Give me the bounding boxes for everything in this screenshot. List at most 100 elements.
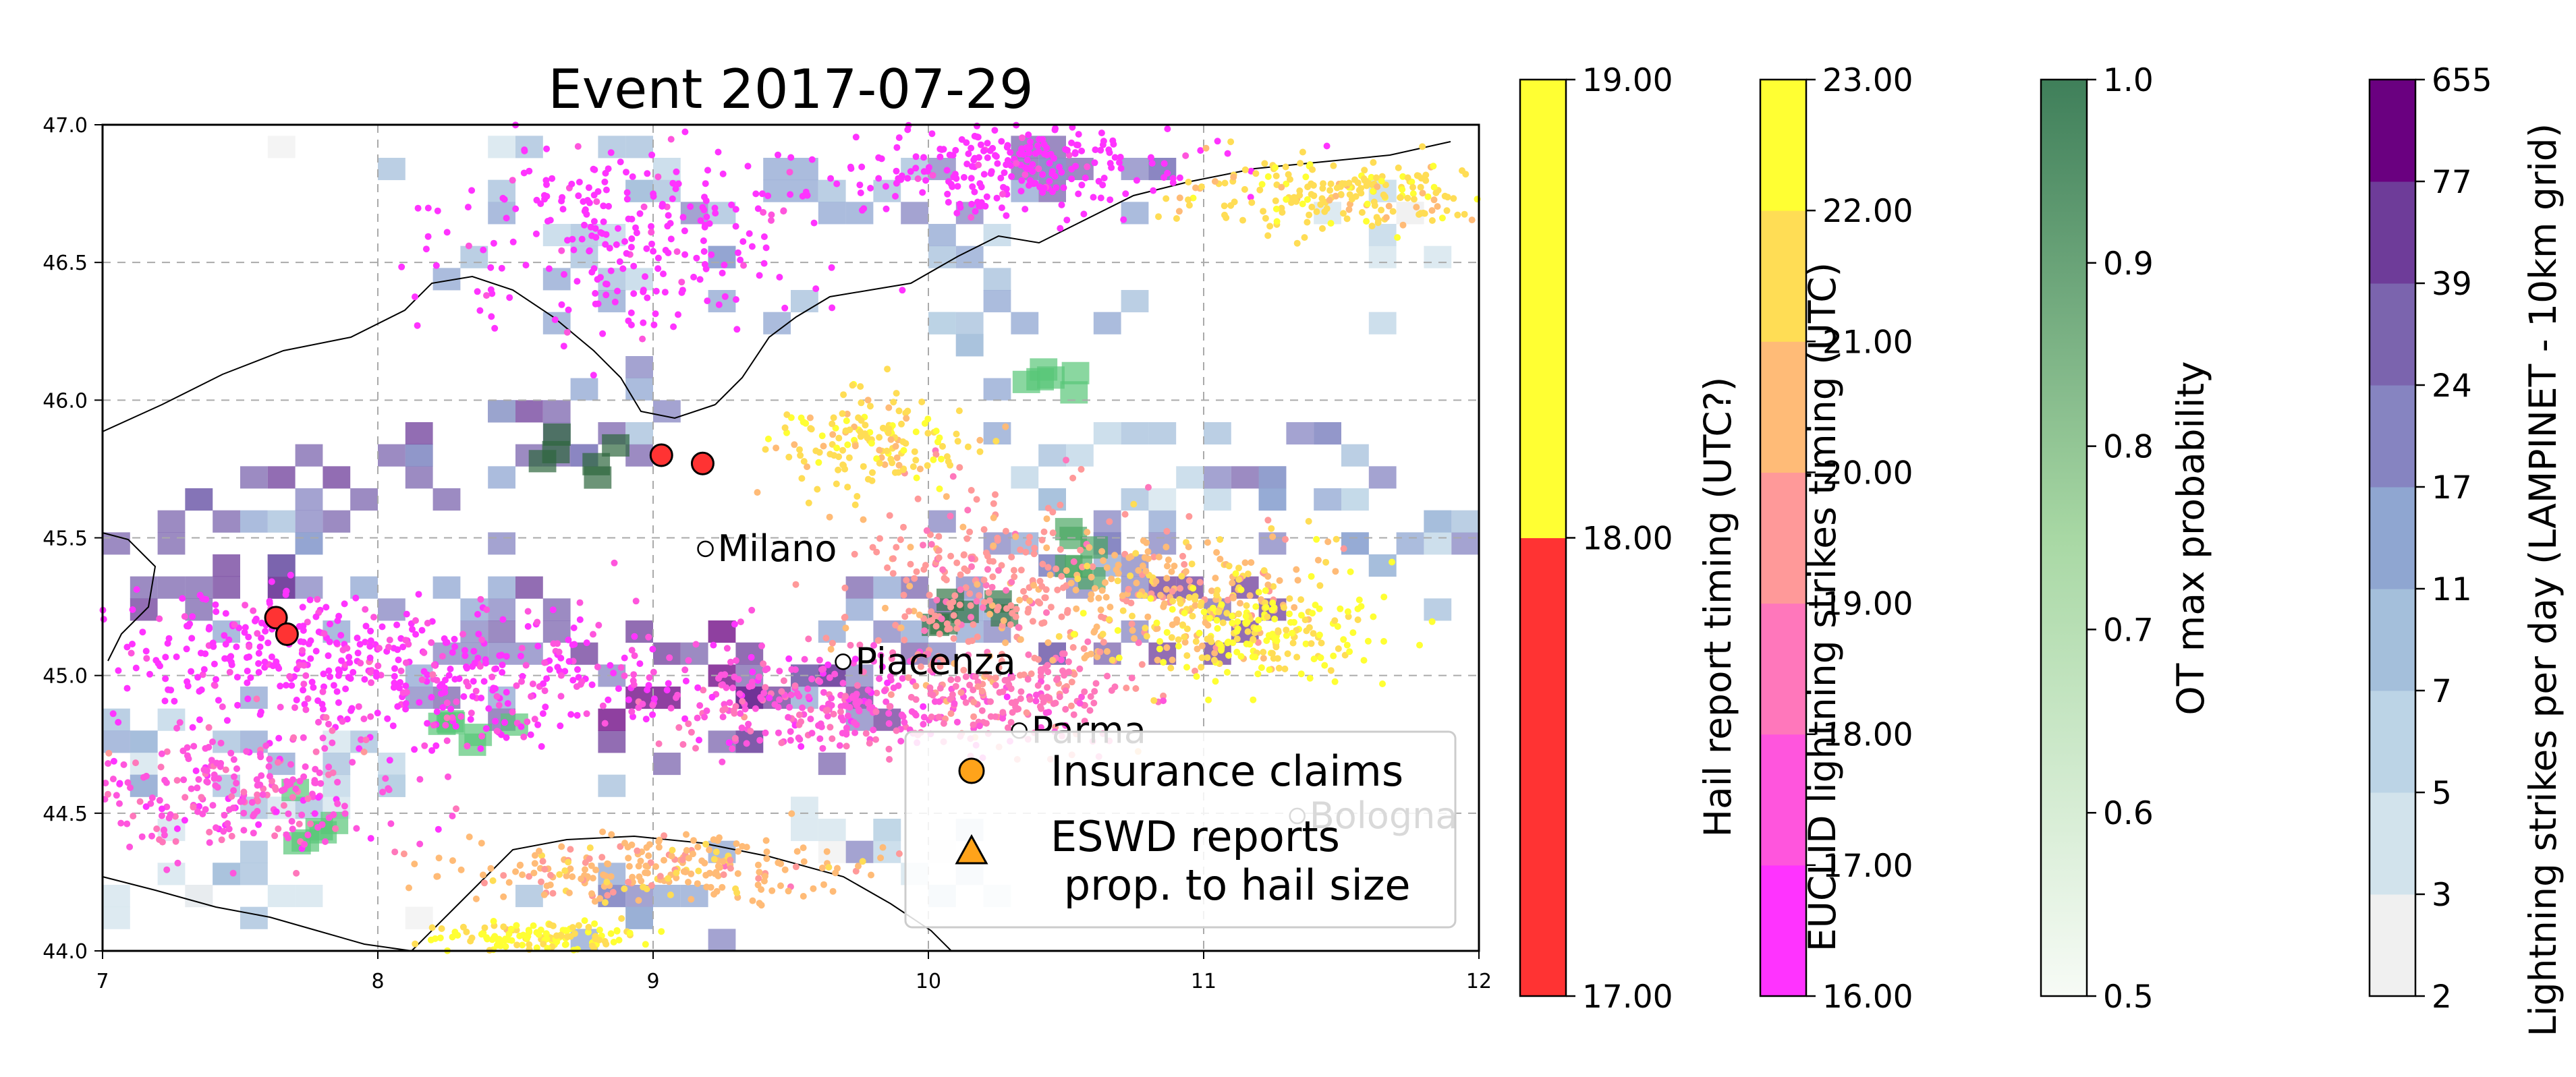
lightning-strike xyxy=(109,776,117,783)
lightning-strike xyxy=(682,677,690,685)
lightning-strike xyxy=(445,773,451,780)
density-cell xyxy=(488,620,515,643)
lightning-strike xyxy=(1055,633,1063,640)
lightning-strike xyxy=(132,759,139,767)
lightning-strike xyxy=(1047,604,1055,611)
lightning-strike xyxy=(243,748,250,755)
density-cell xyxy=(488,532,515,555)
lightning-strike xyxy=(442,676,449,684)
lightning-strike xyxy=(1065,658,1072,666)
lightning-strike xyxy=(459,631,467,638)
colorbar-segment xyxy=(2370,80,2415,182)
lightning-strike xyxy=(968,637,976,645)
lightning-strike xyxy=(1130,500,1138,508)
lightning-strike xyxy=(1198,599,1205,606)
lightning-strike xyxy=(1242,612,1250,620)
lightning-strike xyxy=(176,719,184,726)
lightning-strike xyxy=(994,160,1001,167)
lightning-strike xyxy=(424,204,432,212)
density-cell xyxy=(763,158,791,181)
lightning-strike xyxy=(472,895,480,902)
lightning-strike xyxy=(786,703,793,711)
lightning-strike xyxy=(540,941,547,948)
lightning-strike xyxy=(198,794,205,801)
lightning-strike xyxy=(138,833,146,840)
density-cell xyxy=(1314,488,1341,511)
density-cell xyxy=(213,730,240,753)
lightning-strike xyxy=(367,835,374,842)
lightning-strike xyxy=(447,666,454,672)
lightning-strike xyxy=(124,779,132,786)
lightning-strike xyxy=(574,143,582,150)
lightning-strike xyxy=(1360,657,1368,664)
lightning-strike xyxy=(654,254,662,262)
lightning-strike xyxy=(1206,614,1214,622)
lightning-strike xyxy=(617,158,624,166)
lightning-strike xyxy=(402,682,410,689)
lightning-strike xyxy=(1419,143,1426,150)
lightning-strike xyxy=(1077,465,1085,473)
lightning-strike xyxy=(519,941,526,949)
lightning-strike xyxy=(120,761,128,768)
lightning-strike xyxy=(864,687,872,694)
lightning-strike xyxy=(312,613,320,620)
lightning-strike xyxy=(531,860,538,867)
lightning-strike xyxy=(957,571,964,579)
lightning-strike xyxy=(1241,185,1248,193)
lightning-strike xyxy=(130,813,137,820)
lightning-strike xyxy=(1444,194,1451,201)
lightning-strike xyxy=(650,248,657,255)
lightning-strike xyxy=(860,463,867,470)
lightning-strike xyxy=(760,208,767,216)
x-tick-label: 9 xyxy=(646,970,659,993)
lightning-strike xyxy=(971,188,978,196)
lightning-strike xyxy=(980,526,988,533)
lightning-strike xyxy=(158,812,165,819)
lightning-strike xyxy=(1049,529,1057,537)
lightning-strike xyxy=(850,719,858,726)
lightning-strike xyxy=(740,262,747,269)
lightning-strike xyxy=(1344,608,1351,615)
lightning-strike xyxy=(1217,647,1225,654)
density-cell xyxy=(1424,532,1452,555)
lightning-strike xyxy=(213,824,219,832)
lightning-strike xyxy=(605,202,612,210)
lightning-strike xyxy=(370,614,377,621)
lightning-strike xyxy=(899,287,906,294)
lightning-strike xyxy=(1035,656,1042,663)
lightning-strike xyxy=(411,861,418,868)
lightning-strike xyxy=(878,663,886,670)
lightning-strike xyxy=(412,631,420,638)
lightning-strike xyxy=(367,627,374,635)
lightning-strike xyxy=(764,665,771,672)
lightning-strike xyxy=(432,742,440,749)
lightning-strike xyxy=(464,664,470,672)
lightning-strike xyxy=(1283,632,1290,639)
lightning-strike xyxy=(1010,566,1017,574)
lightning-strike xyxy=(648,223,654,230)
lightning-strike xyxy=(414,204,422,212)
lightning-strike xyxy=(161,776,169,784)
lightning-strike xyxy=(960,552,968,559)
lightning-strike xyxy=(645,852,652,859)
lightning-strike xyxy=(546,666,553,673)
lightning-strike xyxy=(911,448,918,455)
lightning-strike xyxy=(526,928,533,935)
density-cell xyxy=(653,400,681,423)
lightning-strike xyxy=(1117,154,1124,161)
lightning-strike xyxy=(834,865,841,872)
lightning-strike xyxy=(1227,202,1235,209)
lightning-strike xyxy=(978,687,986,695)
lightning-strike xyxy=(564,237,571,244)
lightning-strike xyxy=(420,649,428,656)
lightning-strike xyxy=(998,204,1005,212)
lightning-strike xyxy=(1178,573,1185,580)
lightning-strike xyxy=(829,735,836,743)
lightning-strike xyxy=(325,652,332,660)
lightning-strike xyxy=(1087,693,1094,700)
lightning-strike xyxy=(656,873,664,880)
lightning-strike xyxy=(395,683,402,690)
lightning-strike xyxy=(860,516,867,523)
lightning-strike xyxy=(900,446,907,454)
lightning-strike xyxy=(480,246,487,254)
